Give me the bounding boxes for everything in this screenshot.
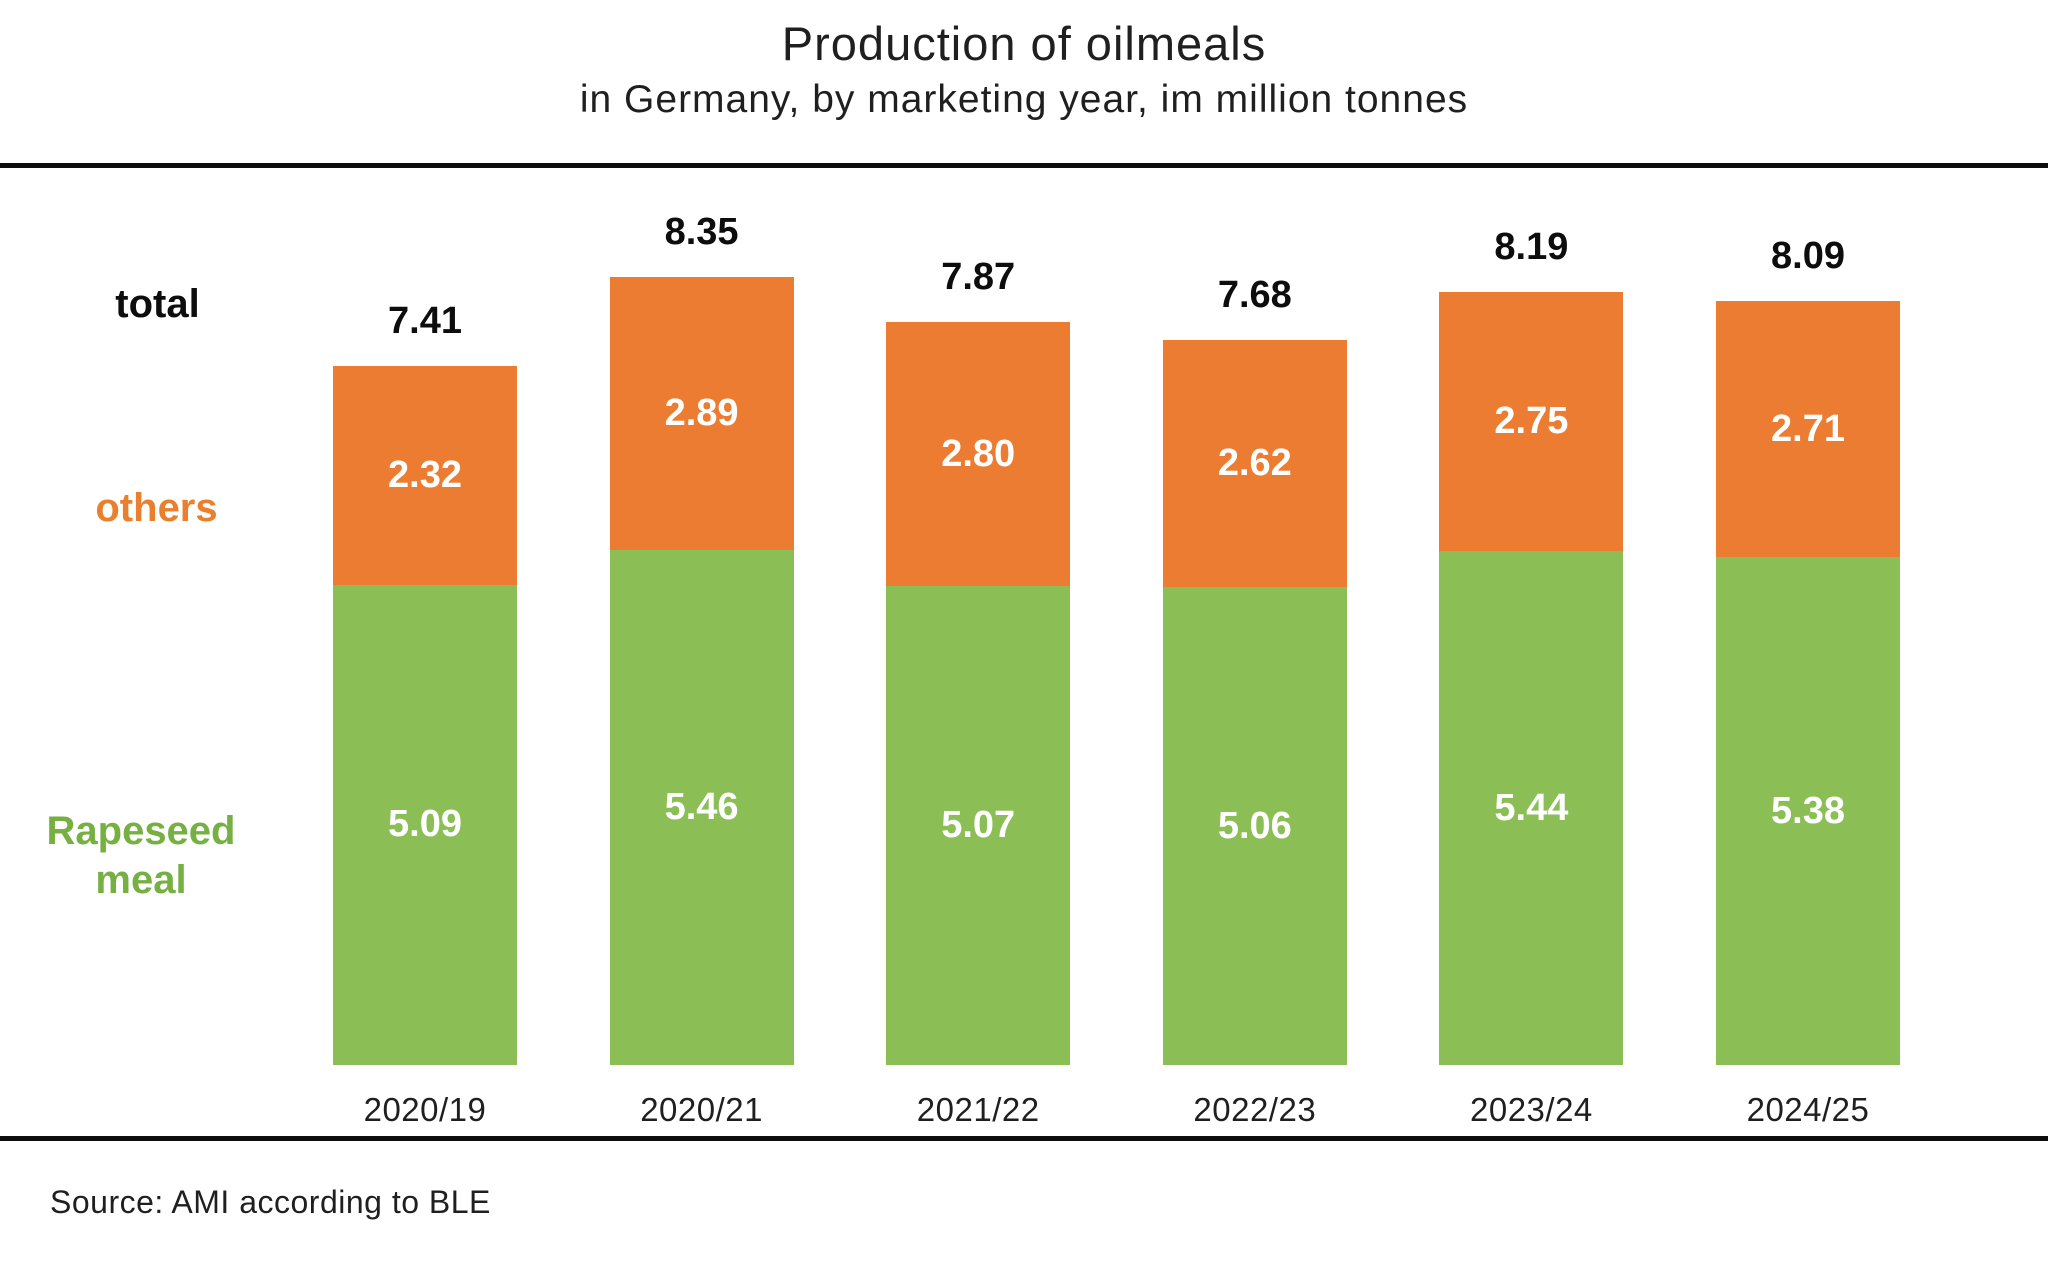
category-label-2020-21: 2020/21 xyxy=(640,1091,763,1128)
segment-others-value: 2.32 xyxy=(388,453,462,496)
total-value-label: 7.68 xyxy=(1217,274,1292,317)
segment-others-value: 2.71 xyxy=(1771,407,1845,450)
bar-2024-25: 8.09 2.71 5.38 xyxy=(1716,235,1900,1065)
total-value-label: 7.41 xyxy=(388,299,462,342)
series-label-others: others xyxy=(95,486,218,530)
segment-rapeseed-meal: 5.38 xyxy=(1716,557,1900,1065)
bar-2020-19: 7.41 2.32 5.09 xyxy=(333,300,517,1066)
category-label-2022-23: 2022/23 xyxy=(1193,1091,1317,1128)
segment-others: 2.89 xyxy=(609,276,794,550)
total-value-label: 7.87 xyxy=(941,256,1016,299)
bar-2022-23: 7.68 2.62 5.06 xyxy=(1162,274,1347,1065)
series-label-total: total xyxy=(115,282,200,326)
segment-others-value: 2.75 xyxy=(1494,400,1569,443)
segment-rapeseed-meal: 5.09 xyxy=(333,584,517,1065)
plot-area: 7.41 2.32 5.09 8.35 2.89 5.46 7.87 2.80 5.07 7.68… xyxy=(0,163,2048,1065)
segment-others: 2.62 xyxy=(1162,340,1347,588)
segment-rapeseed-meal: 5.46 xyxy=(609,549,794,1065)
top-rule xyxy=(0,163,2048,168)
chart-subtitle: in Germany, by marketing year, im millio… xyxy=(579,78,1469,121)
bar-2021-22: 7.87 2.80 5.07 xyxy=(886,256,1071,1065)
segment-others: 2.71 xyxy=(1716,301,1900,558)
category-label-2024-25: 2024/25 xyxy=(1746,1091,1870,1128)
segment-others: 2.75 xyxy=(1439,291,1624,552)
bar-2023-24: 8.19 2.75 5.44 xyxy=(1439,226,1624,1065)
segment-rapeseed-meal-value: 5.07 xyxy=(941,804,1016,847)
chart-title: Production of oilmeals xyxy=(781,17,1267,70)
segment-rapeseed-meal-value: 5.38 xyxy=(1771,789,1845,832)
segment-rapeseed-meal-value: 5.06 xyxy=(1217,804,1292,847)
segment-others: 2.80 xyxy=(886,322,1071,587)
segment-rapeseed-meal-value: 5.09 xyxy=(388,803,462,846)
total-value-label: 8.09 xyxy=(1771,235,1845,278)
bottom-rule xyxy=(0,1136,2048,1141)
segment-others: 2.32 xyxy=(333,365,517,585)
source-note: Source: AMI according to BLE xyxy=(50,1184,491,1220)
total-value-label: 8.35 xyxy=(664,210,739,253)
segment-rapeseed-meal: 5.44 xyxy=(1439,551,1624,1065)
category-label-2021-22: 2021/22 xyxy=(916,1091,1040,1128)
segment-others-value: 2.80 xyxy=(941,432,1016,475)
category-label-2023-24: 2023/24 xyxy=(1469,1091,1593,1128)
segment-rapeseed-meal-value: 5.46 xyxy=(664,785,739,828)
total-value-label: 8.19 xyxy=(1494,225,1569,268)
segment-rapeseed-meal: 5.06 xyxy=(1162,587,1347,1065)
segment-others-value: 2.62 xyxy=(1217,442,1292,485)
category-label-2020-19: 2020/19 xyxy=(363,1091,487,1128)
bar-2020-21: 8.35 2.89 5.46 xyxy=(609,211,794,1065)
segment-rapeseed-meal: 5.07 xyxy=(886,586,1071,1065)
series-label-rapeseed-meal: Rapeseed meal xyxy=(46,809,236,902)
segment-rapeseed-meal-value: 5.44 xyxy=(1494,786,1569,829)
segment-others-value: 2.89 xyxy=(664,391,739,434)
